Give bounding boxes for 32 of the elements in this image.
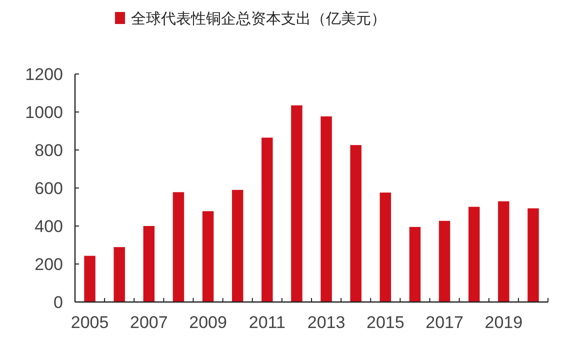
x-tick-label: 2017: [426, 313, 464, 332]
y-tick-label: 600: [34, 178, 63, 198]
x-tick-label: 2011: [248, 313, 286, 332]
x-tick-label: 2005: [70, 313, 109, 332]
y-tick-label: 400: [34, 216, 63, 236]
bar: [143, 226, 155, 302]
bar: [320, 116, 332, 302]
bar: [528, 208, 539, 302]
bar: [172, 192, 184, 302]
bar: [84, 256, 96, 302]
bar: [498, 201, 510, 302]
bar: [114, 247, 125, 302]
legend-label: 全球代表性铜企总资本支出（亿美元）: [131, 10, 386, 28]
y-tick-label: 1200: [25, 64, 63, 84]
bar: [438, 220, 450, 302]
bar: [262, 138, 273, 302]
bar: [380, 192, 392, 302]
bar: [291, 105, 302, 302]
x-tick-label: 2015: [366, 313, 404, 332]
y-tick-label: 200: [34, 254, 63, 274]
bar: [232, 190, 244, 302]
x-tick-label: 2009: [189, 313, 227, 332]
bar: [202, 211, 214, 302]
x-tick-label: 2019: [484, 313, 523, 332]
y-tick-label: 800: [34, 140, 63, 160]
y-tick-label: 1000: [25, 102, 63, 122]
bar: [350, 145, 362, 302]
y-tick-label: 0: [54, 292, 63, 312]
x-tick-label: 2013: [307, 313, 346, 332]
bar: [409, 226, 421, 302]
bar: [468, 206, 480, 302]
x-tick-label: 2007: [130, 313, 168, 332]
